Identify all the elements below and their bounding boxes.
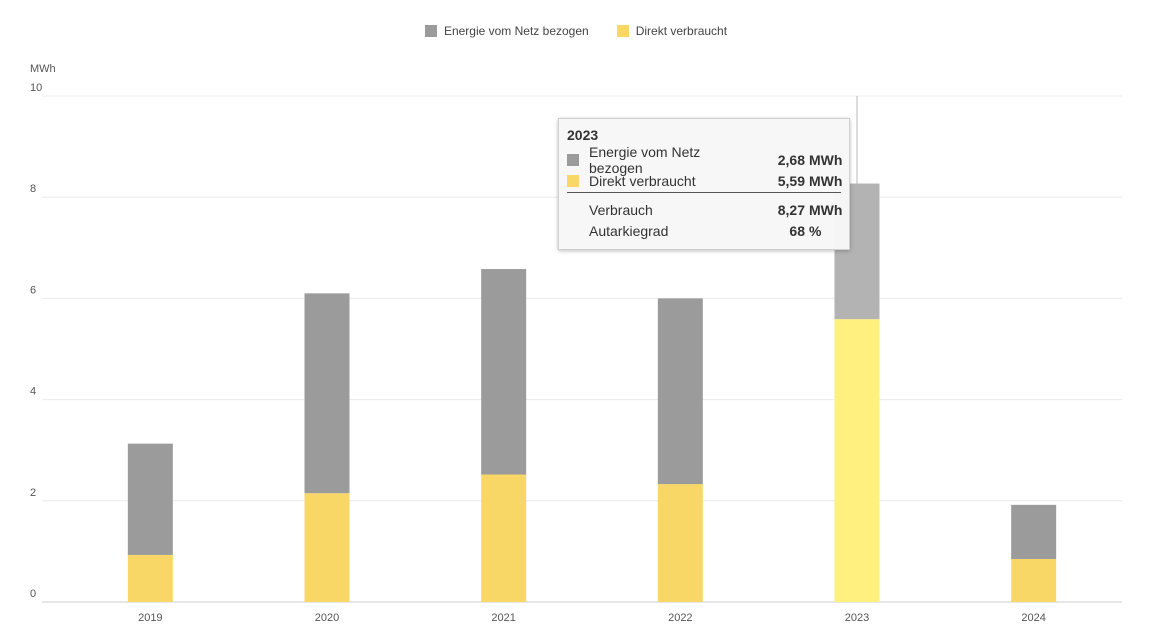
tooltip-divider	[567, 192, 841, 193]
legend-label-grid-energy: Energie vom Netz bezogen	[443, 24, 589, 38]
chart-legend: Energie vom Netz bezogen Direkt verbrauc…	[0, 24, 1152, 38]
tooltip-spacer	[567, 225, 579, 237]
tooltip-unit-self-sufficiency: %	[809, 222, 822, 239]
bar-2024-direkt-verbraucht	[1011, 558, 1057, 602]
bar-2020-direkt-verbraucht	[304, 493, 350, 602]
x-tick-label-2022: 2022	[668, 612, 692, 624]
tooltip-title: 2023	[567, 127, 599, 143]
y-axis-label: MWh	[30, 63, 56, 75]
tooltip-value-direct-consumption: 5,59	[777, 172, 805, 189]
tooltip-value-consumption: 8,27	[777, 201, 805, 218]
y-tick-label-4: 4	[30, 386, 36, 398]
tooltip-label-direct-consumption: Direkt verbraucht	[589, 172, 696, 189]
bar-2022-energie-vom-netz-bezogen	[657, 298, 703, 485]
legend-swatch-direct-consumption	[616, 25, 629, 37]
tooltip-row-grid-energy: Energie vom Netz bezogen 2,68 MWh	[567, 144, 843, 176]
tooltip-row-consumption: Verbrauch 8,27 MWh	[567, 199, 843, 220]
bar-tooltip: 2023 Energie vom Netz bezogen 2,68 MWh D…	[558, 118, 850, 250]
y-tick-label-8: 8	[30, 183, 36, 195]
y-tick-label-0: 0	[30, 588, 36, 600]
tooltip-swatch-grid-energy	[567, 153, 579, 166]
bar-2023-direkt-verbraucht	[834, 319, 880, 602]
bar-2021-energie-vom-netz-bezogen	[481, 269, 527, 475]
legend-label-direct-consumption: Direkt verbraucht	[635, 24, 728, 38]
bar-2019-direkt-verbraucht	[127, 554, 173, 602]
legend-swatch-grid-energy	[424, 25, 437, 37]
bar-2024-energie-vom-netz-bezogen	[1011, 504, 1057, 559]
tooltip-row-self-sufficiency: Autarkiegrad 68 %	[567, 220, 841, 241]
tooltip-spacer	[567, 204, 579, 216]
x-tick-label-2021: 2021	[491, 612, 515, 624]
tooltip-value-self-sufficiency: 68	[789, 222, 805, 239]
y-tick-label-10: 10	[30, 82, 42, 94]
bar-2021-direkt-verbraucht	[481, 474, 527, 602]
x-tick-label-2024: 2024	[1021, 612, 1045, 624]
tooltip-unit-consumption: MWh	[809, 201, 843, 218]
legend-item-direct-consumption[interactable]: Direkt verbraucht	[616, 24, 728, 38]
x-tick-label-2020: 2020	[315, 612, 339, 624]
tooltip-value-grid-energy: 2,68	[777, 151, 805, 168]
y-tick-label-2: 2	[30, 487, 36, 499]
tooltip-label-grid-energy: Energie vom Netz bezogen	[589, 143, 701, 176]
x-tick-label-2019: 2019	[138, 612, 162, 624]
x-tick-label-2023: 2023	[845, 612, 869, 624]
bar-2020-energie-vom-netz-bezogen	[304, 293, 350, 494]
bar-2019-energie-vom-netz-bezogen	[127, 443, 173, 555]
legend-item-grid-energy[interactable]: Energie vom Netz bezogen	[424, 24, 589, 38]
tooltip-unit-grid-energy: MWh	[809, 151, 843, 168]
tooltip-unit-direct-consumption: MWh	[809, 172, 843, 189]
tooltip-label-consumption: Verbrauch	[589, 201, 653, 218]
tooltip-label-self-sufficiency: Autarkiegrad	[589, 222, 669, 239]
bar-2022-direkt-verbraucht	[657, 484, 703, 602]
tooltip-row-direct-consumption: Direkt verbraucht 5,59 MWh	[567, 170, 843, 191]
y-tick-label-6: 6	[30, 284, 36, 296]
tooltip-swatch-direct-consumption	[567, 174, 579, 187]
